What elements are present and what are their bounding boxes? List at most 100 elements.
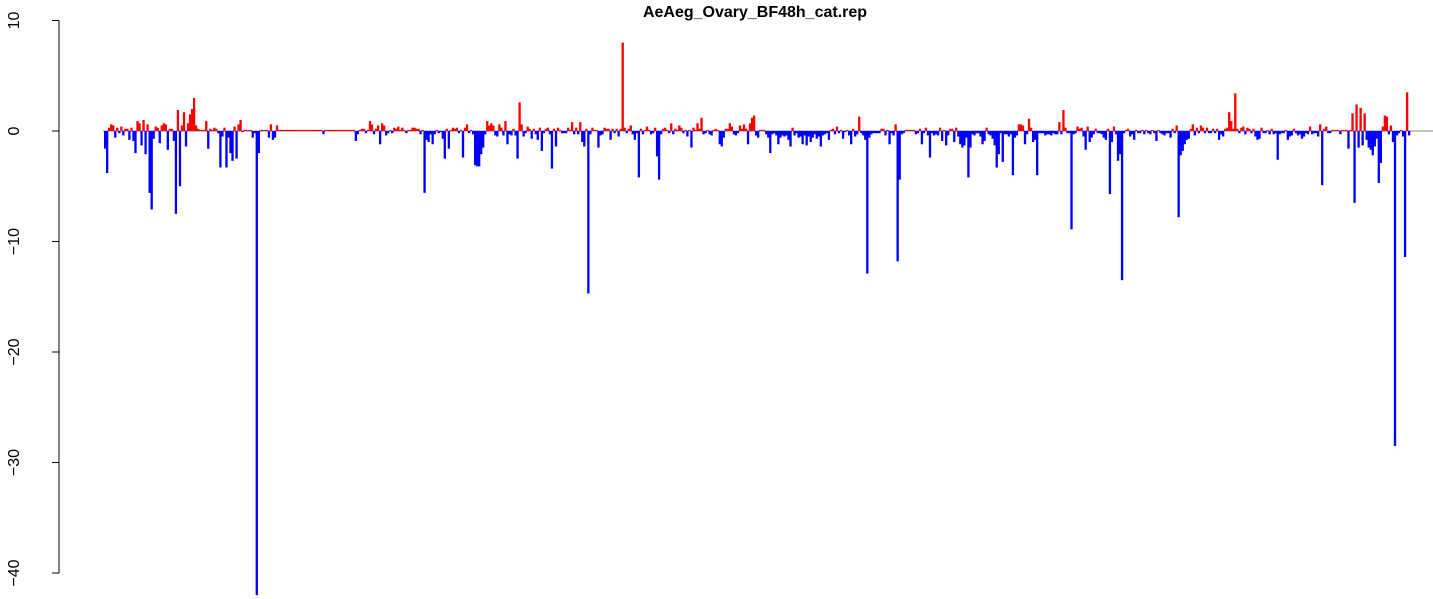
bar [1033,131,1037,140]
bar [641,131,645,135]
bar [289,129,293,132]
bar [122,131,125,136]
bar [757,131,760,138]
bar [520,124,523,131]
bar [338,129,341,132]
bar [340,129,343,132]
bar [302,129,305,132]
bar [1161,131,1164,135]
bar [1341,129,1344,132]
bar [605,128,608,131]
bar [217,131,220,134]
bar [997,131,1000,155]
bar [166,131,169,150]
bar [1171,128,1174,131]
bar [829,129,833,132]
bar [140,131,143,146]
bar [494,131,497,136]
bar [1128,131,1132,137]
bar [1068,131,1071,134]
bar [951,128,954,131]
bar [801,131,804,145]
bar [882,128,885,131]
bar [478,131,481,167]
bar [1353,131,1356,203]
bar [995,131,998,168]
bar [330,129,333,132]
bar [1185,131,1188,140]
bar [423,131,426,193]
bar [852,128,855,131]
bar [263,129,267,132]
bar [219,131,222,168]
bar [708,131,711,135]
bar [1282,131,1285,134]
bar [902,131,905,134]
bar [856,131,859,135]
bar [1070,131,1073,230]
bar [779,131,782,138]
bar [1252,128,1255,131]
bar [433,131,436,135]
bar [441,131,444,139]
bar [748,123,752,132]
bar [945,131,948,146]
bar [518,102,521,131]
bar [160,125,163,131]
bar [417,128,420,131]
bar [548,131,552,135]
bar [419,131,422,135]
bar [1310,131,1314,135]
bar [1100,131,1103,135]
bar [435,129,438,132]
bar [413,127,416,131]
bar [1306,131,1310,135]
bar [953,131,956,143]
bar [680,127,683,131]
bar [965,131,968,138]
bar [999,131,1002,134]
bar [912,129,915,132]
bar [1268,131,1271,135]
bar [1088,131,1091,143]
y-tick-label: −20 [6,338,23,365]
bar [1195,127,1199,131]
bar [659,131,663,135]
bar [328,129,331,132]
bar [787,131,790,140]
bar [546,127,550,131]
bar [1302,131,1306,137]
bar [1405,92,1409,131]
bar [1284,129,1287,132]
bar [1143,131,1146,135]
bar [178,131,182,187]
bar [380,123,384,132]
bar [688,129,691,132]
bar [910,129,913,132]
bar [926,131,930,136]
bar [346,129,349,132]
bar [1363,113,1366,131]
bar [526,126,529,131]
bar [552,128,556,131]
bar [914,131,918,135]
bar [124,128,127,131]
bar [795,131,798,134]
bar [1040,131,1043,134]
bar [1280,131,1283,134]
bar [227,131,230,138]
bar [492,125,495,131]
bar [977,131,980,134]
bar [894,124,897,131]
bar [405,131,408,134]
bar [366,129,370,132]
bar [1228,112,1231,132]
bar [1250,131,1253,134]
bar [724,128,727,131]
bar [716,129,719,132]
bar [1163,131,1166,136]
bar [843,131,847,133]
bar [556,127,560,131]
bar [1375,131,1378,139]
bar [192,97,196,131]
